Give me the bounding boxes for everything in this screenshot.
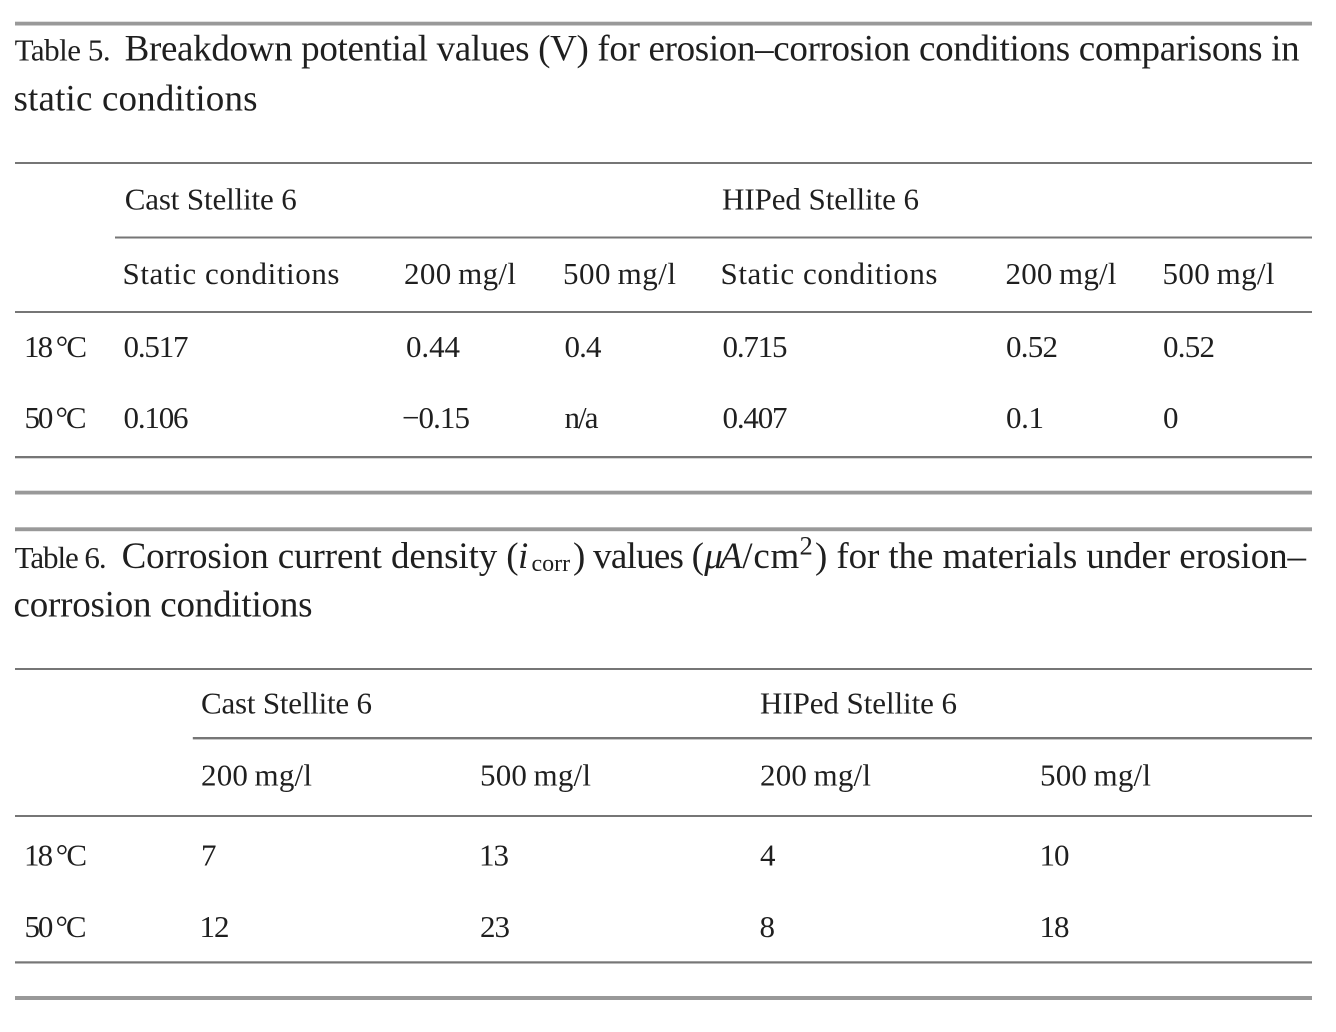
svg-text:0.407: 0.407 [723, 400, 788, 435]
svg-text:μA: μA [703, 536, 742, 577]
svg-text:Cast Stellite 6: Cast Stellite 6 [125, 181, 297, 216]
svg-text:) values (: ) values ( [573, 536, 704, 577]
svg-text:500 mg/l: 500 mg/l [1163, 256, 1275, 291]
svg-text:HIPed Stellite 6: HIPed Stellite 6 [722, 181, 919, 216]
svg-text:/cm: /cm [742, 536, 799, 577]
svg-text:200 mg/l: 200 mg/l [1006, 256, 1117, 291]
svg-text:200 mg/l: 200 mg/l [201, 758, 312, 793]
svg-text:0.106: 0.106 [124, 400, 189, 435]
svg-text:−0.15: −0.15 [402, 400, 470, 435]
svg-text:0.52: 0.52 [1006, 329, 1058, 364]
svg-text:4: 4 [760, 838, 776, 873]
svg-text:Static conditions: Static conditions [721, 256, 938, 291]
svg-text:200 mg/l: 200 mg/l [760, 758, 871, 793]
svg-text:Breakdown potential values (V): Breakdown potential values (V) for erosi… [125, 29, 1300, 70]
svg-text:0.715: 0.715 [723, 329, 788, 364]
svg-text:200 mg/l: 200 mg/l [404, 256, 516, 291]
svg-text:500 mg/l: 500 mg/l [1040, 758, 1151, 793]
svg-text:7: 7 [201, 838, 217, 873]
svg-text:Cast Stellite 6: Cast Stellite 6 [201, 685, 372, 720]
svg-text:13: 13 [479, 838, 509, 873]
svg-text:500 mg/l: 500 mg/l [563, 256, 676, 291]
svg-text:Table 5.: Table 5. [15, 33, 111, 68]
svg-text:Corrosion current density (: Corrosion current density ( [122, 536, 519, 577]
svg-text:n/a: n/a [565, 400, 599, 435]
svg-text:23: 23 [480, 909, 510, 944]
svg-text:50 °C: 50 °C [25, 909, 87, 944]
svg-text:8: 8 [760, 909, 776, 944]
svg-text:18: 18 [1040, 909, 1070, 944]
svg-text:corrosion conditions: corrosion conditions [14, 585, 313, 626]
svg-text:i: i [518, 536, 528, 577]
svg-text:HIPed Stellite 6: HIPed Stellite 6 [760, 685, 957, 720]
svg-text:18 °C: 18 °C [24, 329, 87, 364]
svg-text:corr: corr [532, 551, 571, 577]
svg-text:2: 2 [800, 530, 813, 560]
svg-text:0.52: 0.52 [1163, 329, 1215, 364]
svg-text:0.1: 0.1 [1006, 400, 1044, 435]
svg-text:0.44: 0.44 [406, 329, 461, 364]
svg-text:500 mg/l: 500 mg/l [480, 758, 591, 793]
svg-text:12: 12 [200, 909, 230, 944]
svg-text:) for the materials under eros: ) for the materials under erosion– [815, 536, 1307, 577]
svg-text:50 °C: 50 °C [25, 400, 87, 435]
svg-text:18 °C: 18 °C [24, 838, 87, 873]
svg-text:Static conditions: Static conditions [123, 256, 340, 291]
svg-text:Table 6.: Table 6. [15, 540, 107, 575]
svg-text:10: 10 [1040, 838, 1070, 873]
svg-text:0.4: 0.4 [565, 329, 603, 364]
svg-text:0.517: 0.517 [124, 329, 189, 364]
svg-text:static conditions: static conditions [14, 79, 258, 120]
svg-text:0: 0 [1163, 400, 1179, 435]
